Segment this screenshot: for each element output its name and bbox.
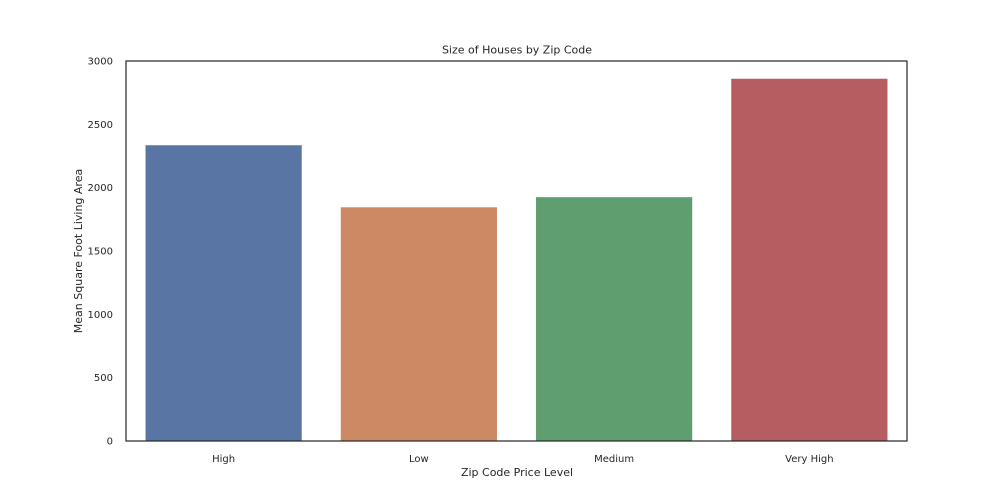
bar-very-high	[731, 78, 888, 441]
plot-frame	[125, 60, 908, 442]
y-axis-label: Mean Square Foot Living Area	[72, 169, 85, 333]
y-tick-label: 2500	[88, 120, 113, 131]
x-tick-label-medium: Medium	[594, 454, 634, 465]
bar-low	[340, 207, 497, 441]
x-tick-label-very-high: Very High	[785, 454, 833, 465]
x-axis-ticks: High Low Medium Very High	[212, 454, 833, 465]
chart-title: Size of Houses by Zip Code	[442, 44, 592, 57]
x-axis-label: Zip Code Price Level	[461, 466, 573, 479]
y-tick-label: 1000	[88, 310, 113, 321]
bars-group	[145, 78, 888, 441]
bar-high	[145, 145, 302, 441]
x-tick-label-high: High	[212, 454, 235, 465]
y-tick-label: 0	[107, 437, 113, 448]
y-tick-label: 500	[94, 373, 113, 384]
y-tick-label: 2000	[88, 183, 113, 194]
y-tick-label: 3000	[88, 57, 113, 68]
x-tick-label-low: Low	[409, 454, 429, 465]
y-tick-label: 1500	[88, 247, 113, 258]
bar-medium	[536, 197, 693, 441]
y-axis-ticks: 0 500 1000 1500 2000 2500 3000	[88, 57, 113, 448]
